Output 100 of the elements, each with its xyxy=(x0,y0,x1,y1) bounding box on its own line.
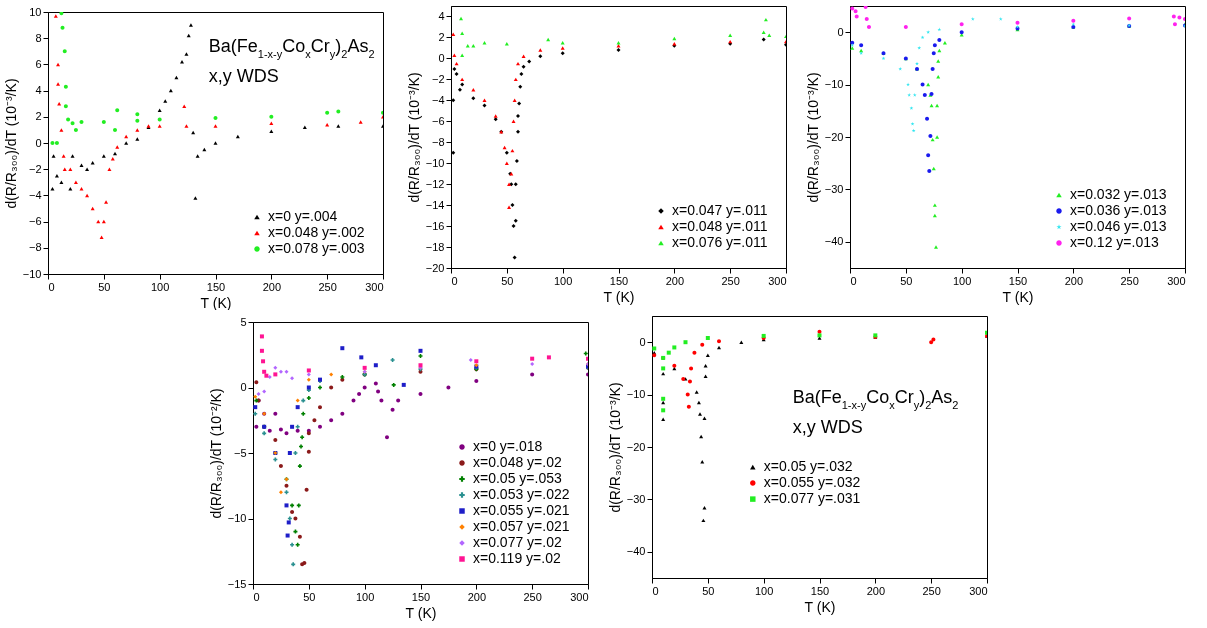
y-tick-label: −10 xyxy=(227,512,247,524)
legend-label: x=0.055 y=.021 xyxy=(473,502,570,518)
x-tick-label: 150 xyxy=(411,590,431,603)
y-axis-title: d(R/R₃₀₀)/dT (10⁻³/K) xyxy=(804,72,821,203)
y-tick-label: 10 xyxy=(29,5,42,18)
text: Ba(Fe$_{1-x-y}$Co$_{x}$Cr$_{y}$)$_{2}$As$_{2}$ xyxy=(792,387,959,412)
y-axis-title: d(R/R₃₀₀)/dT (10⁻²/K) xyxy=(207,388,224,519)
y-tick-label: 0 xyxy=(35,136,42,149)
y-axis-title: d(R/R₃₀₀)/dT (10⁻³/K) xyxy=(606,382,623,513)
x-tick-label: 150 xyxy=(810,584,830,597)
y-tick-label: −6 xyxy=(431,114,445,127)
y-tick-label: −20 xyxy=(626,440,646,453)
annotation: x,y WDS xyxy=(208,66,279,87)
y-tick-label: −14 xyxy=(425,198,445,211)
y-tick-label: −18 xyxy=(425,240,445,253)
legend-label: x=0.057 y=.021 xyxy=(473,518,570,534)
x-tick-label: 300 xyxy=(969,584,988,597)
x-axis-title: T (K) xyxy=(804,598,836,615)
y-tick-label: 4 xyxy=(438,9,445,22)
legend-label: x=0.05 y=.032 xyxy=(763,458,853,475)
y-tick-label: −40 xyxy=(626,545,646,558)
x-tick-label: 0 xyxy=(253,590,260,603)
x-tick-label: 200 xyxy=(1064,274,1084,287)
x-tick-label: 300 xyxy=(1167,274,1186,287)
y-tick-label: −5 xyxy=(233,446,247,459)
legend-label: x=0 y=.004 xyxy=(268,208,338,224)
y-tick-label: 0 xyxy=(240,381,247,393)
legend-label: x=0.048 y=.02 xyxy=(473,454,562,470)
y-tick-label: −4 xyxy=(28,188,42,201)
y-tick-label: 6 xyxy=(35,57,42,70)
y-axis-title: d(R/R₃₀₀)/dT (10⁻³/K) xyxy=(405,72,422,203)
x-tick-label: 250 xyxy=(318,280,337,293)
y-tick-label: 2 xyxy=(438,30,445,43)
x-tick-label: 50 xyxy=(303,590,316,603)
legend-label: x=0.048 y=.002 xyxy=(268,224,365,240)
legend-label: x=0.055 y=.032 xyxy=(763,474,861,491)
x-tick-label: 250 xyxy=(1120,274,1139,287)
y-tick-label: 0 xyxy=(438,51,445,64)
legend-label: x=0.047 y=.011 xyxy=(672,202,768,218)
legend-label: x=0.119 y=.02 xyxy=(473,550,561,566)
x-tick-label: 300 xyxy=(570,590,589,603)
y-tick-label: 2 xyxy=(35,110,42,123)
y-tick-label: −16 xyxy=(425,219,445,232)
legend-label: x=0.078 y=.003 xyxy=(268,240,365,256)
y-tick-label: −40 xyxy=(824,235,844,248)
x-tick-label: 100 xyxy=(355,590,375,603)
y-tick-label: −15 xyxy=(227,577,247,590)
x-tick-label: 300 xyxy=(768,274,787,287)
x-tick-label: 100 xyxy=(150,280,170,293)
y-tick-label: −2 xyxy=(28,162,42,175)
y-tick-label: −8 xyxy=(431,135,445,148)
y-tick-label: 8 xyxy=(35,31,42,44)
legend-label: x=0.077 y=.02 xyxy=(473,534,562,550)
x-axis-title: T (K) xyxy=(200,294,232,311)
x-tick-label: 100 xyxy=(553,274,573,287)
legend-label: x=0.076 y=.011 xyxy=(672,234,768,250)
x-tick-label: 100 xyxy=(952,274,972,287)
x-tick-label: 50 xyxy=(98,280,111,293)
x-tick-label: 200 xyxy=(262,280,282,293)
y-tick-label: −12 xyxy=(425,177,445,190)
x-tick-label: 0 xyxy=(850,274,857,287)
x-tick-label: 200 xyxy=(467,590,487,603)
y-tick-label: −6 xyxy=(28,215,42,228)
text: Ba(Fe$_{1-x-y}$Co$_{x}$Cr$_{y}$)$_{2}$As$_{2}$ xyxy=(208,36,375,61)
legend-label: x=0.048 y=.011 xyxy=(672,218,768,234)
x-axis-title: T (K) xyxy=(405,604,437,621)
y-tick-label: −10 xyxy=(22,267,42,280)
y-tick-label: −20 xyxy=(425,261,445,274)
legend-label: x=0.077 y=.031 xyxy=(763,490,861,507)
x-axis-title: T (K) xyxy=(1002,288,1034,305)
x-axis-title: T (K) xyxy=(603,288,635,305)
x-tick-label: 50 xyxy=(702,584,715,597)
y-tick-label: −20 xyxy=(824,130,844,143)
x-tick-label: 150 xyxy=(1008,274,1028,287)
x-tick-label: 50 xyxy=(900,274,913,287)
y-tick-label: 0 xyxy=(837,25,844,38)
y-tick-label: −10 xyxy=(425,156,445,169)
x-tick-label: 300 xyxy=(365,280,384,293)
y-tick-label: 5 xyxy=(240,315,247,328)
x-tick-label: 200 xyxy=(665,274,685,287)
y-tick-label: −30 xyxy=(626,492,646,505)
x-tick-label: 0 xyxy=(451,274,458,287)
y-tick-label: −10 xyxy=(824,78,844,91)
legend-label: x=0.12 y=.013 xyxy=(1070,234,1159,250)
x-tick-label: 200 xyxy=(866,584,886,597)
y-tick-label: −10 xyxy=(626,388,646,401)
x-tick-label: 250 xyxy=(721,274,740,287)
legend-label: x=0.053 y=.022 xyxy=(473,486,570,502)
x-tick-label: 0 xyxy=(48,280,55,293)
x-tick-label: 250 xyxy=(523,590,542,603)
legend-label: x=0.032 y=.013 xyxy=(1070,186,1167,202)
y-tick-label: −4 xyxy=(431,93,445,106)
y-tick-label: 0 xyxy=(639,335,646,348)
legend-label: x=0 y=.018 xyxy=(473,438,543,454)
x-tick-label: 150 xyxy=(206,280,226,293)
y-tick-label: 4 xyxy=(35,84,42,97)
x-tick-label: 100 xyxy=(754,584,774,597)
annotation: x,y WDS xyxy=(792,417,863,438)
x-tick-label: 250 xyxy=(922,584,941,597)
legend-label: x=0.036 y=.013 xyxy=(1070,202,1167,218)
